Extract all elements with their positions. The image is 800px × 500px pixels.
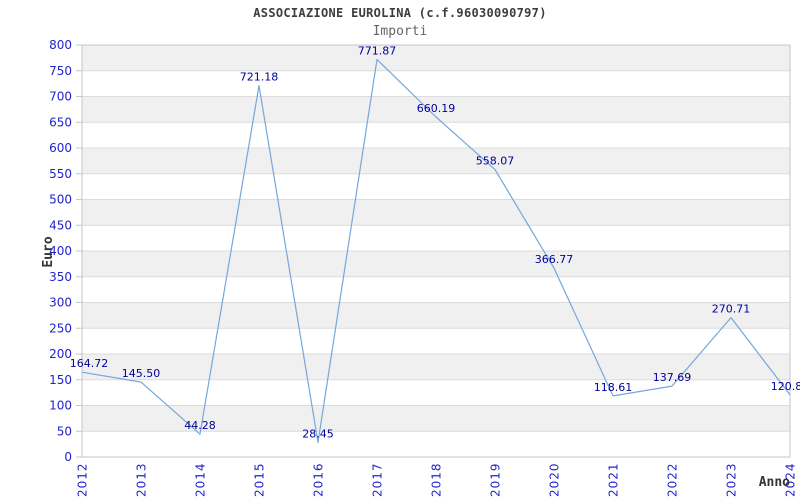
x-tick-label: 2014 <box>194 462 208 497</box>
y-tick-label: 800 <box>49 38 72 52</box>
y-tick-label: 550 <box>49 167 72 181</box>
background-band <box>82 328 790 354</box>
background-band <box>82 276 790 303</box>
background-band <box>82 302 790 329</box>
y-tick-label: 0 <box>64 450 72 464</box>
chart-title: ASSOCIAZIONE EUROLINA (c.f.96030090797) <box>253 6 547 20</box>
plot-border <box>81 44 791 458</box>
data-point-label: 137.69 <box>653 371 692 384</box>
x-tick-label: 2016 <box>312 462 326 497</box>
data-point-label: 44.28 <box>184 419 216 432</box>
background-band <box>82 70 790 97</box>
data-point-label: 721.18 <box>240 71 279 84</box>
data-point-label: 145.50 <box>122 367 161 380</box>
x-tick-label: 2013 <box>135 462 149 497</box>
y-tick-label: 250 <box>49 321 72 335</box>
y-tick-label: 750 <box>49 64 72 78</box>
y-tick-label: 500 <box>49 193 72 207</box>
background-band <box>82 199 790 226</box>
y-tick-label: 100 <box>49 399 72 413</box>
background-band <box>82 379 790 406</box>
background-band <box>82 354 790 380</box>
x-tick-label: 2022 <box>666 462 680 497</box>
y-tick-label: 600 <box>49 141 72 155</box>
y-tick-label: 400 <box>49 244 72 258</box>
data-point-label: 120.84 <box>771 380 800 393</box>
data-point-label: 366.77 <box>535 253 574 266</box>
x-axis-title: Anno <box>758 475 790 490</box>
y-tick-label: 150 <box>49 373 72 387</box>
y-tick-label: 200 <box>49 347 72 361</box>
x-tick-label: 2023 <box>725 462 739 497</box>
x-tick-label: 2021 <box>607 462 621 497</box>
data-line <box>81 58 791 443</box>
background-band <box>82 225 790 251</box>
background-band <box>82 405 790 432</box>
x-tick-label: 2015 <box>253 462 267 497</box>
data-point-label: 771.87 <box>358 44 397 57</box>
data-point-label: 660.19 <box>417 102 456 115</box>
background-band <box>82 45 790 71</box>
y-tick-label: 450 <box>49 218 72 232</box>
data-point-label: 558.07 <box>476 155 515 168</box>
background-band <box>82 96 790 123</box>
y-tick-label: 700 <box>49 90 72 104</box>
background-band <box>82 431 790 457</box>
background-band <box>82 148 790 174</box>
background-band <box>82 122 790 148</box>
x-tick-label: 2019 <box>489 462 503 497</box>
background-band <box>82 173 790 200</box>
y-tick-label: 300 <box>49 296 72 310</box>
data-point-label: 118.61 <box>594 381 633 394</box>
x-tick-label: 2017 <box>371 462 385 497</box>
x-tick-label: 2024 <box>784 462 798 497</box>
x-tick-label: 2018 <box>430 462 444 497</box>
y-tick-label: 350 <box>49 270 72 284</box>
chart-subtitle: Importi <box>372 24 428 39</box>
background-band <box>82 251 790 277</box>
data-point-label: 28.45 <box>302 427 334 440</box>
y-tick-label: 650 <box>49 115 72 129</box>
data-point-label: 270.71 <box>712 303 751 316</box>
plot-area: 0 50 100 150 200 250 300 350 400 450 500 550 600 650 7… <box>49 38 800 497</box>
x-tick-label: 2012 <box>76 462 90 497</box>
y-axis-title: Euro <box>41 236 56 268</box>
x-tick-label: 2020 <box>548 462 562 497</box>
data-point-label: 164.72 <box>70 357 109 370</box>
y-tick-label: 50 <box>57 424 72 438</box>
